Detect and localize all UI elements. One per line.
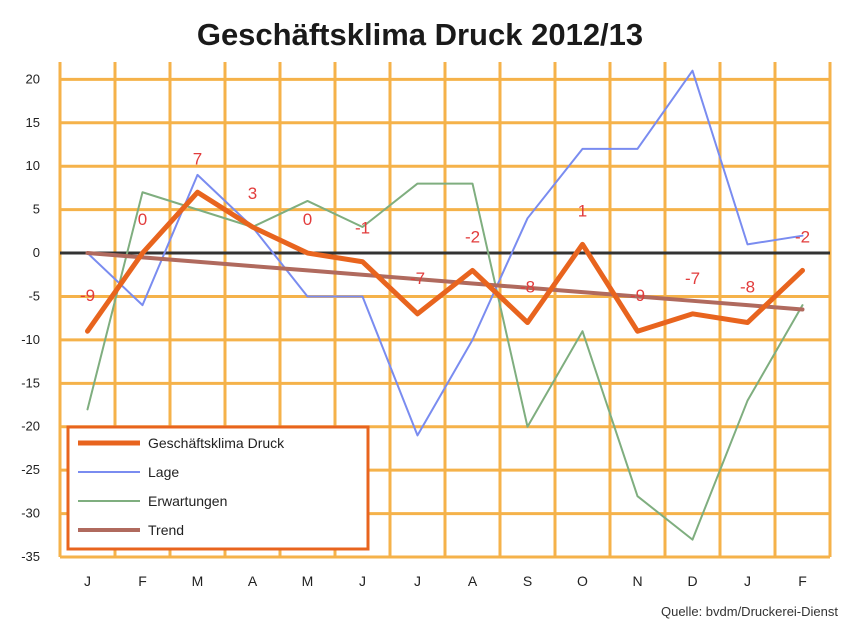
data-label: 0 xyxy=(303,210,312,229)
y-tick-label: 20 xyxy=(26,71,40,86)
data-label: -7 xyxy=(410,269,425,288)
series-line-0 xyxy=(85,189,805,334)
data-label: -9 xyxy=(630,286,645,305)
x-tick-label: O xyxy=(577,573,588,589)
x-tick-label: A xyxy=(248,573,258,589)
data-label: -1 xyxy=(355,219,370,238)
y-tick-label: 0 xyxy=(33,245,40,260)
y-tick-label: 10 xyxy=(26,158,40,173)
x-tick-label: A xyxy=(468,573,478,589)
legend-entry: Trend xyxy=(148,522,184,538)
x-tick-label: M xyxy=(302,573,314,589)
x-tick-label: J xyxy=(359,573,366,589)
series-line-2 xyxy=(86,182,804,541)
x-tick-label: J xyxy=(744,573,751,589)
data-label: -9 xyxy=(80,286,95,305)
data-label: -7 xyxy=(685,269,700,288)
x-tick-label: J xyxy=(84,573,91,589)
series-line-1 xyxy=(86,69,804,437)
data-label: -2 xyxy=(795,227,810,246)
x-tick-label: J xyxy=(414,573,421,589)
x-tick-label: F xyxy=(798,573,807,589)
legend: Geschäftsklima Druck Lage Erwartungen Trend xyxy=(66,425,370,551)
y-tick-label: -15 xyxy=(21,375,40,390)
data-label: 3 xyxy=(248,184,257,203)
x-tick-label: F xyxy=(138,573,147,589)
legend-entry: Geschäftsklima Druck xyxy=(148,435,285,451)
y-tick-label: 5 xyxy=(33,202,40,217)
y-tick-label: -5 xyxy=(28,288,40,303)
series-group xyxy=(85,69,805,541)
y-tick-label: -30 xyxy=(21,506,40,521)
data-labels: -9 0 7 3 0 -1 -7 -2 -8 1 -9 -7 -8 -2 xyxy=(80,149,810,305)
y-tick-label: -25 xyxy=(21,462,40,477)
x-tick-label: D xyxy=(687,573,697,589)
y-tick-label: -20 xyxy=(21,419,40,434)
x-tick-label: S xyxy=(523,573,532,589)
legend-entry: Lage xyxy=(148,464,179,480)
y-axis: 20 15 10 5 0 -5 -10 -15 -20 -25 -30 -35 xyxy=(21,71,40,564)
y-tick-label: -35 xyxy=(21,549,40,564)
data-label: -8 xyxy=(520,278,535,297)
data-label: -8 xyxy=(740,278,755,297)
chart-title: Geschäftsklima Druck 2012/13 xyxy=(197,17,643,52)
data-label: 0 xyxy=(138,210,147,229)
y-tick-label: 15 xyxy=(26,115,40,130)
source-note: Quelle: bvdm/Druckerei-Dienst xyxy=(661,604,838,619)
y-tick-label: -10 xyxy=(21,332,40,347)
data-label: 1 xyxy=(578,201,587,220)
series-line-3 xyxy=(85,251,805,312)
legend-entry: Erwartungen xyxy=(148,493,227,509)
data-label: 7 xyxy=(193,149,202,168)
x-tick-label: M xyxy=(192,573,204,589)
data-label: -2 xyxy=(465,227,480,246)
x-tick-label: N xyxy=(632,573,642,589)
